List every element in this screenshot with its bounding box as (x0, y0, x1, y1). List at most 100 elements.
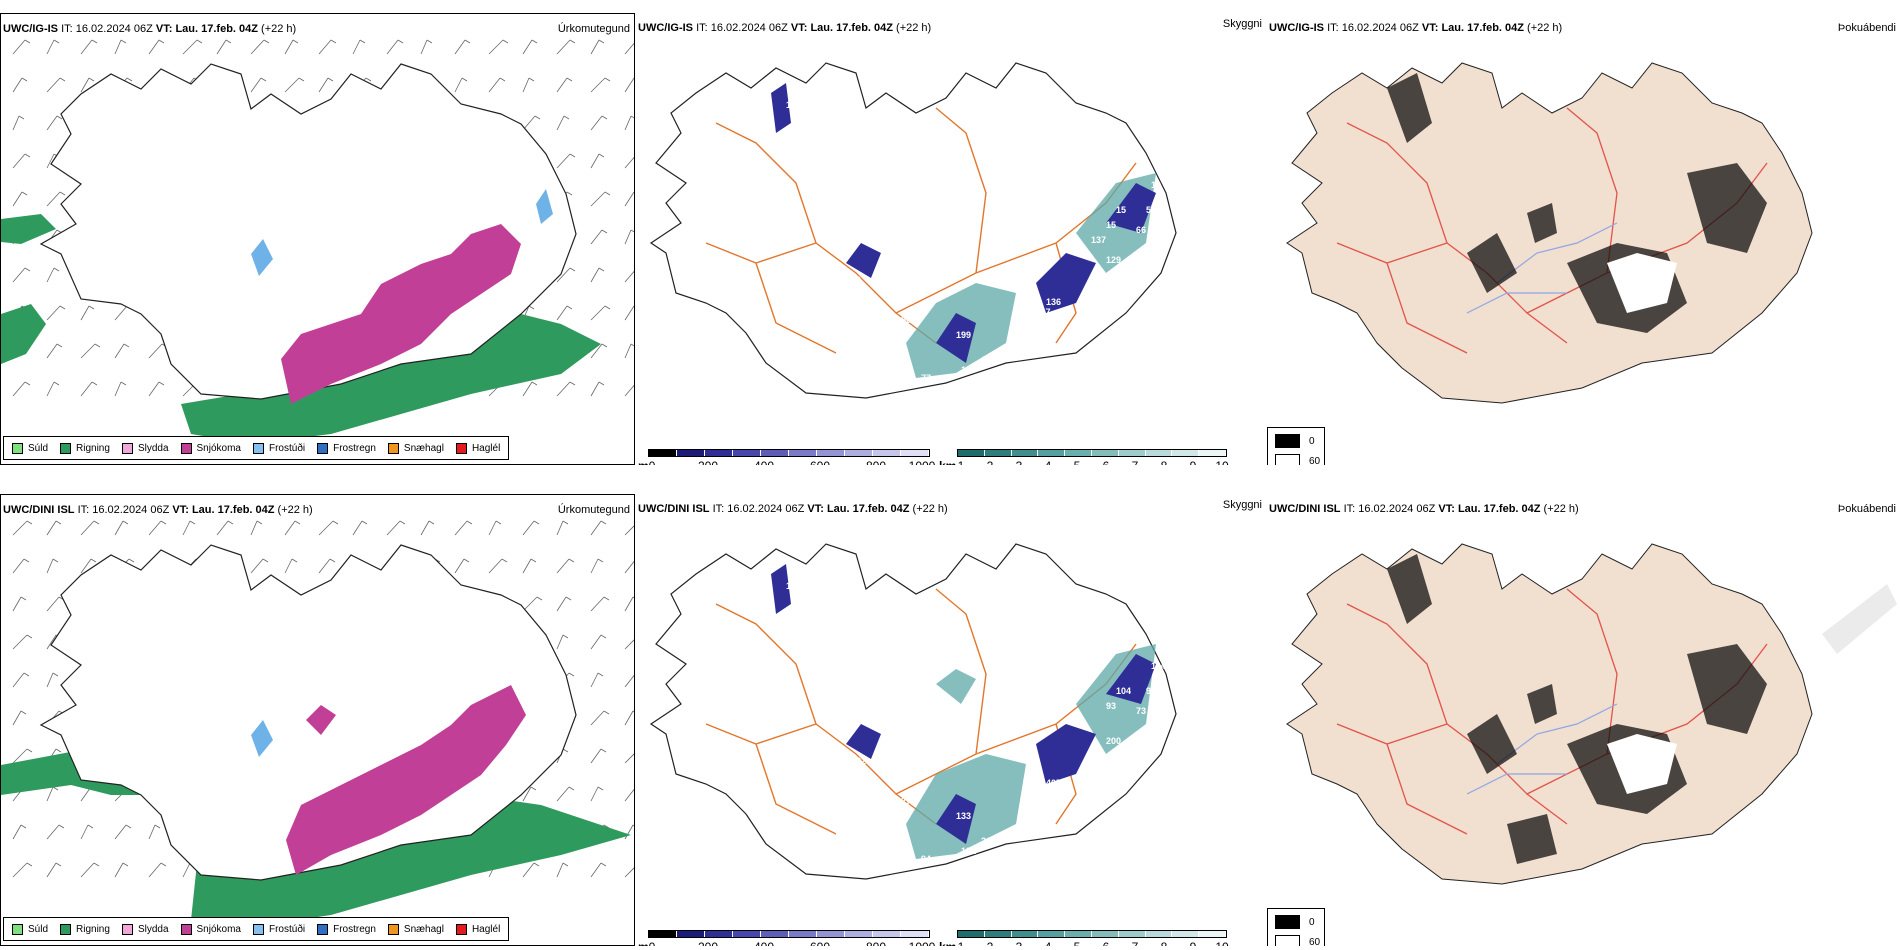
fog-indicator-panel-dini: UWC/DINI ISL IT: 16.02.2024 06Z VT: Lau.… (1267, 494, 1900, 946)
wind-barb (624, 674, 634, 688)
wind-barb (590, 558, 599, 574)
wind-barb (624, 156, 634, 169)
visibility-value-label: 60 (851, 275, 861, 285)
panel-header: UWC/IG-IS IT: 16.02.2024 06Z VT: Lau. 17… (1269, 22, 1562, 34)
wind-barb (46, 343, 58, 359)
wind-barb-flag (598, 39, 605, 44)
wind-barb-flag (158, 39, 165, 44)
wind-barb (522, 115, 536, 131)
wind-barb (522, 596, 538, 612)
wind-barb-flag (58, 824, 65, 829)
wind-barb (454, 558, 465, 574)
wind-barb-flag (565, 596, 572, 601)
wind-barb (12, 267, 26, 283)
wind-barb (284, 520, 296, 536)
wind-barb-flag (87, 824, 94, 829)
distance-tick: 10 (1215, 459, 1228, 465)
wind-barb-flag (530, 558, 537, 563)
legend-item: Rigning (60, 442, 110, 454)
wind-barb (12, 153, 26, 169)
height-tick: 800 (866, 459, 886, 465)
wind-barb-flag (90, 558, 97, 563)
wind-barb-flag (630, 115, 634, 119)
legend-swatch (317, 923, 329, 935)
wind-barb-flag (598, 267, 605, 272)
iceland-outline (649, 62, 1177, 399)
visibility-value-label: 98 (1146, 686, 1156, 696)
wind-barb-flag (122, 520, 129, 525)
distance-tick: 7 (1132, 459, 1139, 465)
wind-barb (12, 824, 22, 840)
wind-barb (590, 672, 599, 688)
wind-barb (148, 343, 163, 359)
wind-barb (80, 343, 96, 359)
wind-barb (46, 596, 60, 612)
distance-tick: 2 (987, 459, 994, 465)
snow-area (281, 224, 521, 404)
visibility-value-label: 27 (901, 796, 911, 806)
wind-barb-flag (91, 381, 98, 386)
wind-barb (488, 520, 497, 536)
height-tick: 200 (698, 940, 718, 946)
valid-time-label: VT: (155, 23, 173, 35)
wind-barb-flag (601, 343, 608, 348)
low-visibility-blue (771, 564, 1156, 844)
init-time-label: IT: (1327, 22, 1339, 34)
visibility-value-label: 15 (1106, 220, 1116, 230)
wind-barb (556, 596, 567, 612)
visibility-value-label: 77 (921, 373, 931, 383)
wind-barb (46, 267, 55, 283)
wind-barb (12, 634, 28, 650)
wind-barb-flag (20, 710, 27, 715)
wind-barb-flag (21, 191, 28, 196)
wind-barb (590, 267, 600, 283)
wind-barb (522, 786, 532, 802)
field-name: Úrkomutegund (557, 504, 630, 516)
wind-barb (46, 786, 54, 802)
wind-barb-flag (600, 862, 607, 867)
wind-barb-flag (20, 824, 27, 829)
visibility-value-label: 63 (936, 741, 946, 751)
wind-barb (454, 520, 468, 536)
wind-barb-flag (93, 520, 100, 525)
wind-barb (114, 305, 128, 321)
wind-barb (114, 381, 122, 397)
legend-swatch (317, 442, 329, 454)
wind-barb (46, 381, 55, 397)
distance-tick: 1 (958, 940, 965, 946)
wind-barb-flag (534, 115, 541, 120)
wind-barb (12, 381, 26, 397)
road-network (705, 107, 1137, 354)
init-time-label: IT: (77, 504, 90, 516)
visibility-value-label: 199 (956, 330, 971, 340)
wind-barb (556, 558, 570, 574)
wind-barb (284, 39, 294, 55)
wind-barb-flag (604, 305, 611, 310)
wind-barb-flag (464, 39, 471, 44)
distance-tick: 7 (1132, 940, 1139, 946)
wind-barb-flag (530, 786, 537, 791)
distance-tick: 5 (1074, 940, 1081, 946)
wind-barb (12, 862, 28, 878)
valid-time-label: VT: (1438, 503, 1455, 515)
wind-barb (80, 305, 90, 321)
legend-label: Rigning (76, 442, 110, 454)
height-colorbar: m 0 200 400 600 800 1000 (638, 449, 938, 465)
wind-barb (624, 384, 634, 397)
wind-barb (556, 153, 571, 169)
legend-label: Frostregn (333, 442, 376, 454)
distance-tick: 9 (1190, 459, 1197, 465)
wind-barb-flag (120, 39, 127, 44)
wind-barb (12, 39, 26, 55)
wind-barb-flag (196, 39, 203, 44)
wind-barb-flag (88, 77, 95, 82)
distance-colorbar: km 1 2 3 4 5 6 7 8 9 10 (939, 449, 1239, 465)
visibility-value-label: 179 (1116, 283, 1131, 293)
wind-barb (318, 558, 331, 574)
lead-time: (+22 h) (1527, 22, 1563, 34)
height-tick: 0 (649, 940, 656, 946)
wind-barb-flag (597, 672, 604, 677)
wind-barb (420, 39, 428, 55)
wind-barb-flag (568, 558, 575, 563)
visibility-panel-dini: UWC/DINI ISL IT: 16.02.2024 06Z VT: Lau.… (636, 494, 1266, 946)
